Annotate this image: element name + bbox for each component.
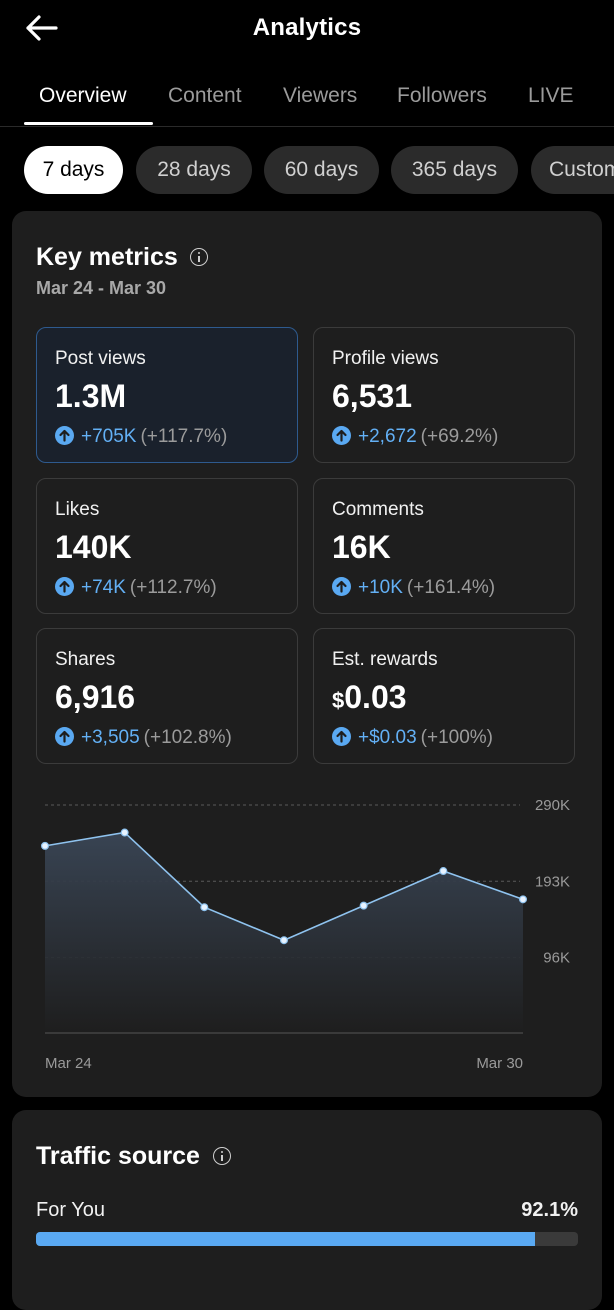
tab-content[interactable]: Content	[168, 84, 242, 107]
range-custom[interactable]: Custom	[531, 146, 614, 194]
info-icon[interactable]	[213, 1147, 231, 1165]
range-7-days[interactable]: 7 days	[24, 146, 123, 194]
metric-change: +705K (+117.7%)	[55, 426, 227, 448]
traffic-source-value: 92.1%	[521, 1199, 578, 1221]
metric-percent: (+117.7%)	[140, 426, 228, 447]
back-arrow-icon[interactable]	[24, 12, 60, 44]
metric-change: +$0.03 (+100%)	[332, 727, 493, 749]
tab-live[interactable]: LIVE	[528, 84, 574, 107]
metric-label: Post views	[55, 348, 146, 369]
currency-symbol: $	[332, 688, 345, 713]
traffic-source-bar	[36, 1232, 578, 1246]
chart-data-point	[120, 828, 129, 837]
arrow-up-icon	[332, 727, 351, 746]
active-tab-indicator	[24, 122, 153, 125]
chart-data-point	[519, 895, 528, 904]
chart-data-point	[280, 936, 289, 945]
date-range-label: Mar 24 - Mar 30	[36, 278, 167, 298]
metric-percent: (+161.4%)	[406, 577, 496, 598]
chart-area-fill	[45, 832, 523, 1033]
metric-value: 16K	[332, 529, 391, 565]
metric-change: +3,505 (+102.8%)	[55, 727, 232, 749]
metric-comments[interactable]: Comments 16K +10K (+161.4%)	[313, 478, 575, 614]
metric-shares[interactable]: Shares 6,916 +3,505 (+102.8%)	[36, 628, 298, 764]
post-views-chart[interactable]: 96K 193K 290K Mar 24 Mar 30	[12, 781, 602, 1071]
traffic-source-label: For You	[36, 1199, 105, 1221]
key-metrics-title: Key metrics	[36, 243, 178, 271]
tab-viewers[interactable]: Viewers	[283, 84, 358, 107]
metric-value: 1.3M	[55, 378, 127, 414]
key-metrics-card: Key metrics Mar 24 - Mar 30 Post views 1…	[12, 211, 602, 1097]
metric-percent: (+112.7%)	[129, 577, 217, 598]
metric-post-views[interactable]: Post views 1.3M +705K (+117.7%)	[36, 327, 298, 463]
metric-delta: +2,672	[358, 426, 417, 447]
metric-change: +2,672 (+69.2%)	[332, 426, 498, 448]
metric-delta: +3,505	[81, 727, 140, 748]
metric-est-rewards[interactable]: Est. rewards $0.03 +$0.03 (+100%)	[313, 628, 575, 764]
range-365-days[interactable]: 365 days	[391, 146, 518, 194]
metric-percent: (+100%)	[420, 727, 494, 748]
metric-value: 6,531	[332, 378, 413, 414]
y-tick-label: 290K	[535, 797, 570, 814]
metric-label: Est. rewards	[332, 649, 438, 670]
app-header: Analytics	[0, 0, 614, 60]
metric-likes[interactable]: Likes 140K +74K (+112.7%)	[36, 478, 298, 614]
info-icon[interactable]	[190, 248, 208, 266]
range-28-days[interactable]: 28 days	[136, 146, 252, 194]
metric-profile-views[interactable]: Profile views 6,531 +2,672 (+69.2%)	[313, 327, 575, 463]
metric-value: $0.03	[332, 679, 407, 716]
chart-data-point	[200, 903, 209, 912]
traffic-source-title: Traffic source	[36, 1142, 200, 1170]
tabs-fade-overlay	[574, 70, 614, 126]
metric-change: +74K (+112.7%)	[55, 577, 217, 599]
arrow-up-icon	[332, 577, 351, 596]
arrow-up-icon	[55, 727, 74, 746]
metric-label: Likes	[55, 499, 100, 520]
arrow-up-icon	[55, 426, 74, 445]
chart-data-point	[439, 867, 448, 876]
y-tick-label: 96K	[543, 950, 570, 967]
metric-label: Profile views	[332, 348, 439, 369]
metric-delta: +705K	[81, 426, 137, 447]
metric-delta: +10K	[358, 577, 403, 598]
metric-value: 140K	[55, 529, 132, 565]
page-title: Analytics	[252, 14, 362, 41]
metric-percent: (+102.8%)	[143, 727, 232, 748]
metric-delta: +$0.03	[358, 727, 417, 748]
metric-change: +10K (+161.4%)	[332, 577, 495, 599]
arrow-up-icon	[55, 577, 74, 596]
x-tick-label: Mar 24	[45, 1055, 92, 1071]
metric-label: Shares	[55, 649, 116, 670]
metric-label: Comments	[332, 499, 424, 520]
tab-overview[interactable]: Overview	[39, 84, 127, 107]
chart-data-point	[41, 841, 50, 850]
tab-bar: Overview Content Viewers Followers LIVE	[0, 70, 614, 127]
tab-followers[interactable]: Followers	[397, 84, 487, 107]
traffic-source-bar-fill	[36, 1232, 536, 1246]
metric-amount: 0.03	[344, 679, 407, 715]
range-60-days[interactable]: 60 days	[264, 146, 379, 194]
x-tick-label: Mar 30	[476, 1055, 523, 1071]
date-range-selector: 7 days 28 days 60 days 365 days Custom	[0, 146, 614, 194]
metric-value: 6,916	[55, 679, 136, 715]
traffic-source-card: Traffic source For You 92.1%	[12, 1110, 602, 1310]
arrow-up-icon	[332, 426, 351, 445]
metric-delta: +74K	[81, 577, 126, 598]
metric-percent: (+69.2%)	[420, 426, 499, 447]
chart-data-point	[359, 901, 368, 910]
y-tick-label: 193K	[535, 873, 570, 890]
